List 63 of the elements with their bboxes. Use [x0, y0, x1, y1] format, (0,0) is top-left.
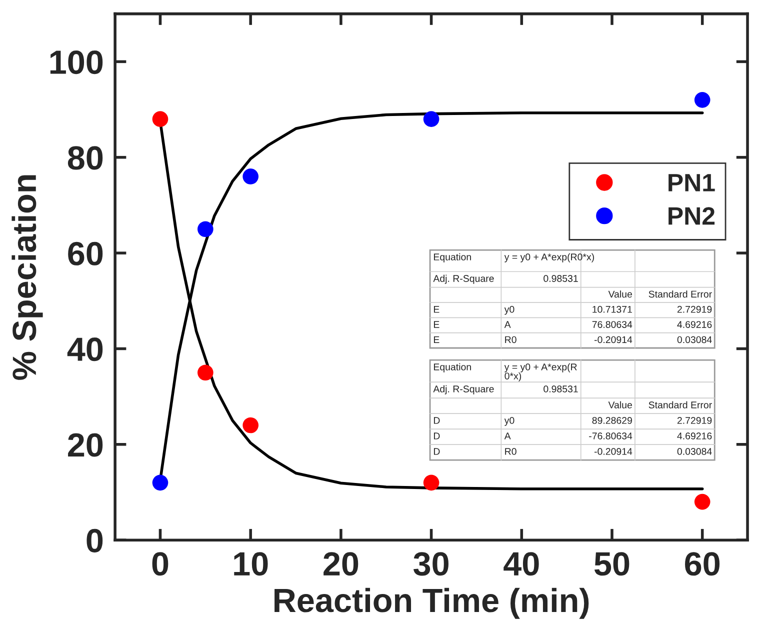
- annotation: Standard Error: [648, 290, 712, 298]
- x-axis-title: Reaction Time (min): [274, 588, 589, 619]
- annotation: Value: [608, 290, 632, 298]
- y-tick-label: 20: [68, 433, 103, 457]
- annotation: y = y0 + A*exp(R 0*x): [504, 363, 577, 382]
- point: [152, 111, 168, 127]
- x-tick-label: 0: [152, 552, 168, 576]
- point: [694, 92, 710, 108]
- annotation: Standard Error: [648, 401, 712, 408]
- annotation: 89.28629: [592, 417, 632, 424]
- annotation: 76.80634: [592, 321, 632, 328]
- annotation: 4.69216: [677, 321, 712, 328]
- annotation: 2.72919: [677, 417, 712, 424]
- annotation: -76.80634: [589, 432, 632, 440]
- annotation: -0.20914: [594, 448, 632, 455]
- annotation: Equation: [434, 253, 471, 262]
- point: [423, 474, 440, 491]
- legend-label: PN1: [668, 174, 715, 192]
- annotation: D: [434, 417, 440, 424]
- annotation: Adj. R-Square: [433, 274, 494, 284]
- point: [197, 364, 214, 381]
- x-tick-label: 10: [234, 552, 268, 576]
- annotation: 0.98531: [544, 386, 578, 392]
- point: [242, 417, 259, 434]
- point: [242, 168, 259, 184]
- annotation: 0.03084: [677, 336, 712, 344]
- annotation: y0: [504, 306, 514, 315]
- annotation: D: [434, 432, 440, 440]
- y-tick-label: 100: [50, 50, 103, 74]
- annotation: A: [504, 321, 511, 328]
- annotation: R0: [505, 448, 516, 455]
- annotation: 4.69216: [677, 432, 712, 440]
- y-tick-label: 60: [68, 242, 103, 266]
- point: [197, 221, 214, 238]
- annotation: 2.72919: [677, 306, 712, 313]
- annotation: E: [434, 336, 440, 344]
- legend-label: PN2: [668, 207, 715, 225]
- x-tick-label: 30: [414, 552, 448, 576]
- y-tick-label: 0: [86, 528, 103, 552]
- point: [423, 111, 440, 127]
- point: [694, 494, 710, 510]
- annotation: Value: [608, 401, 632, 408]
- annotation: -0.20914: [594, 336, 632, 344]
- annotation: 10.71371: [592, 306, 632, 313]
- annotation: 0.98531: [544, 275, 578, 282]
- x-tick-label: 40: [504, 552, 539, 576]
- annotation: Adj. R-Square: [433, 385, 494, 394]
- annotation: A: [504, 432, 511, 440]
- point: [152, 474, 168, 491]
- x-tick-label: 60: [685, 552, 720, 576]
- annotation: y0: [504, 417, 514, 426]
- annotation: 0.03084: [677, 448, 712, 455]
- annotation: E: [434, 306, 440, 313]
- x-tick-label: 50: [594, 552, 630, 576]
- y-tick-label: 80: [68, 146, 103, 170]
- y-tick-label: 40: [67, 338, 103, 362]
- annotation: y = y0 + A*exp(R0*x): [504, 253, 594, 262]
- annotation: Equation: [434, 363, 471, 372]
- annotation: D: [434, 448, 440, 455]
- x-tick-label: 20: [324, 552, 358, 576]
- annotation: R0: [505, 336, 516, 344]
- y-axis-title: % Speciation: [12, 175, 43, 380]
- annotation: E: [434, 321, 440, 328]
